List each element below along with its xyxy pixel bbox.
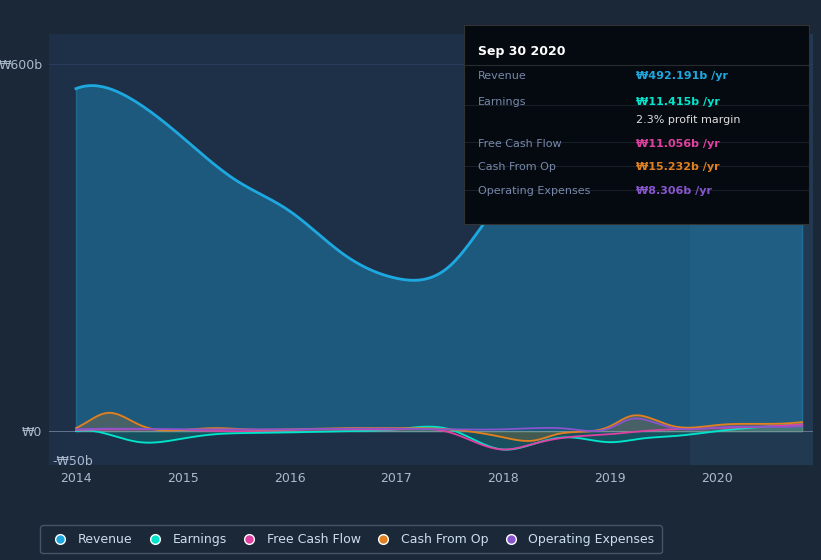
Text: Free Cash Flow: Free Cash Flow <box>478 138 562 148</box>
Text: ₩11.056b /yr: ₩11.056b /yr <box>636 138 720 148</box>
Text: ₩8.306b /yr: ₩8.306b /yr <box>636 186 713 196</box>
Text: Sep 30 2020: Sep 30 2020 <box>478 45 565 58</box>
Legend: Revenue, Earnings, Free Cash Flow, Cash From Op, Operating Expenses: Revenue, Earnings, Free Cash Flow, Cash … <box>40 525 662 553</box>
Text: ₩15.232b /yr: ₩15.232b /yr <box>636 162 720 172</box>
Text: Earnings: Earnings <box>478 97 526 107</box>
Text: Cash From Op: Cash From Op <box>478 162 556 172</box>
Text: ₩492.191b /yr: ₩492.191b /yr <box>636 71 728 81</box>
Text: 2.3% profit margin: 2.3% profit margin <box>636 115 741 125</box>
Bar <box>690 34 813 465</box>
Text: -₩50b: -₩50b <box>53 455 94 468</box>
Text: ₩11.415b /yr: ₩11.415b /yr <box>636 97 720 107</box>
Text: Revenue: Revenue <box>478 71 526 81</box>
Text: Operating Expenses: Operating Expenses <box>478 186 590 196</box>
